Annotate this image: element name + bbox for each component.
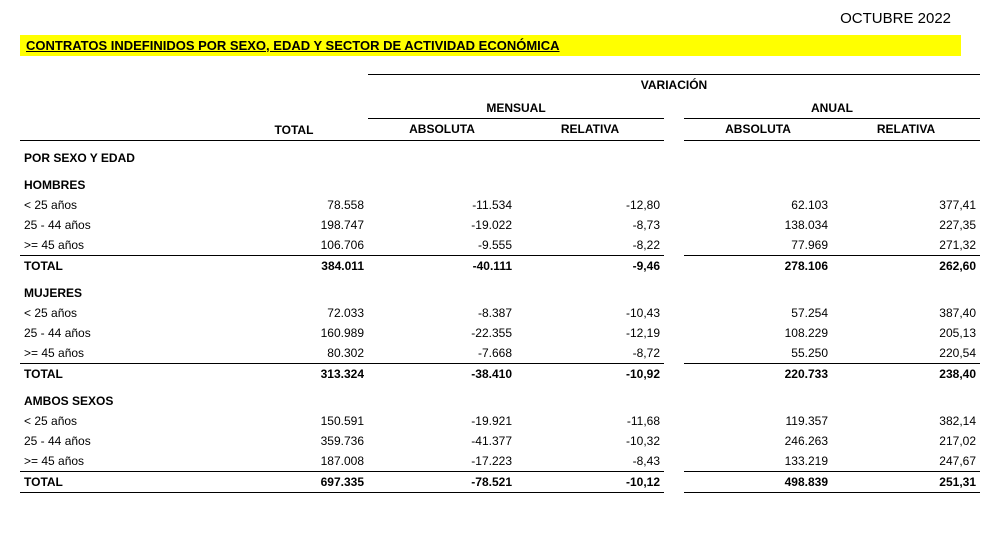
cell-total: 80.302 — [220, 343, 368, 364]
data-table: VARIACIÓN TOTAL MENSUAL ANUAL ABSOLUTA R… — [20, 74, 980, 493]
header-mensual-relativa: RELATIVA — [516, 119, 664, 141]
header-anual-absoluta: ABSOLUTA — [684, 119, 832, 141]
cell-total: 106.706 — [220, 235, 368, 256]
header-mensual: MENSUAL — [368, 95, 664, 119]
cell-total: 198.747 — [220, 215, 368, 235]
header-mensual-absoluta: ABSOLUTA — [368, 119, 516, 141]
cell-anual-absoluta: 62.103 — [684, 195, 832, 215]
cell-mensual-relativa: -8,22 — [516, 235, 664, 256]
cell-mensual-absoluta: -19.921 — [368, 411, 516, 431]
cell-anual-relativa: 247,67 — [832, 451, 980, 472]
cell-mensual-relativa: -8,72 — [516, 343, 664, 364]
cell-anual-absoluta: 108.229 — [684, 323, 832, 343]
subtotal-anual-absoluta: 278.106 — [684, 256, 832, 277]
cell-mensual-relativa: -10,43 — [516, 303, 664, 323]
row-label: 25 - 44 años — [20, 431, 220, 451]
grandtotal-anual-absoluta: 498.839 — [684, 472, 832, 493]
grandtotal-anual-relativa: 251,31 — [832, 472, 980, 493]
row-label: < 25 años — [20, 411, 220, 431]
subtotal-anual-relativa: 262,60 — [832, 256, 980, 277]
row-label: 25 - 44 años — [20, 215, 220, 235]
cell-anual-absoluta: 119.357 — [684, 411, 832, 431]
row-label: 25 - 44 años — [20, 323, 220, 343]
cell-mensual-absoluta: -19.022 — [368, 215, 516, 235]
cell-total: 72.033 — [220, 303, 368, 323]
subtotal-mensual-relativa: -10,92 — [516, 364, 664, 385]
cell-anual-absoluta: 77.969 — [684, 235, 832, 256]
cell-total: 78.558 — [220, 195, 368, 215]
cell-mensual-relativa: -12,19 — [516, 323, 664, 343]
grandtotal-total: 697.335 — [220, 472, 368, 493]
group-name: HOMBRES — [20, 168, 980, 195]
cell-anual-relativa: 387,40 — [832, 303, 980, 323]
cell-mensual-relativa: -11,68 — [516, 411, 664, 431]
cell-mensual-absoluta: -22.355 — [368, 323, 516, 343]
cell-mensual-relativa: -12,80 — [516, 195, 664, 215]
subtotal-anual-relativa: 238,40 — [832, 364, 980, 385]
cell-mensual-absoluta: -17.223 — [368, 451, 516, 472]
row-label: >= 45 años — [20, 451, 220, 472]
grandtotal-mensual-absoluta: -78.521 — [368, 472, 516, 493]
row-label: < 25 años — [20, 195, 220, 215]
cell-mensual-absoluta: -41.377 — [368, 431, 516, 451]
subtotal-total: 313.324 — [220, 364, 368, 385]
cell-anual-absoluta: 57.254 — [684, 303, 832, 323]
subtotal-label: TOTAL — [20, 364, 220, 385]
cell-mensual-relativa: -8,73 — [516, 215, 664, 235]
row-label: >= 45 años — [20, 343, 220, 364]
cell-anual-relativa: 227,35 — [832, 215, 980, 235]
section-title: POR SEXO Y EDAD — [20, 141, 980, 169]
row-label: >= 45 años — [20, 235, 220, 256]
cell-mensual-absoluta: -9.555 — [368, 235, 516, 256]
cell-total: 160.989 — [220, 323, 368, 343]
header-total: TOTAL — [220, 95, 368, 141]
subtotal-total: 384.011 — [220, 256, 368, 277]
subtotal-mensual-absoluta: -38.410 — [368, 364, 516, 385]
cell-anual-relativa: 217,02 — [832, 431, 980, 451]
cell-mensual-absoluta: -7.668 — [368, 343, 516, 364]
cell-total: 359.736 — [220, 431, 368, 451]
cell-total: 187.008 — [220, 451, 368, 472]
header-anual: ANUAL — [684, 95, 980, 119]
cell-anual-absoluta: 246.263 — [684, 431, 832, 451]
date-header: OCTUBRE 2022 — [20, 10, 961, 27]
grandtotal-label: TOTAL — [20, 472, 220, 493]
group-name: MUJERES — [20, 276, 980, 303]
cell-anual-absoluta: 55.250 — [684, 343, 832, 364]
cell-total: 150.591 — [220, 411, 368, 431]
cell-mensual-relativa: -8,43 — [516, 451, 664, 472]
cell-anual-absoluta: 133.219 — [684, 451, 832, 472]
header-anual-relativa: RELATIVA — [832, 119, 980, 141]
cell-anual-relativa: 377,41 — [832, 195, 980, 215]
cell-anual-absoluta: 138.034 — [684, 215, 832, 235]
grandtotal-mensual-relativa: -10,12 — [516, 472, 664, 493]
cell-mensual-absoluta: -11.534 — [368, 195, 516, 215]
cell-anual-relativa: 382,14 — [832, 411, 980, 431]
subtotal-mensual-absoluta: -40.111 — [368, 256, 516, 277]
cell-anual-relativa: 220,54 — [832, 343, 980, 364]
cell-mensual-relativa: -10,32 — [516, 431, 664, 451]
cell-anual-relativa: 271,32 — [832, 235, 980, 256]
page-title: CONTRATOS INDEFINIDOS POR SEXO, EDAD Y S… — [20, 35, 961, 56]
cell-anual-relativa: 205,13 — [832, 323, 980, 343]
row-label: < 25 años — [20, 303, 220, 323]
subtotal-anual-absoluta: 220.733 — [684, 364, 832, 385]
subtotal-label: TOTAL — [20, 256, 220, 277]
group-name: AMBOS SEXOS — [20, 384, 980, 411]
cell-mensual-absoluta: -8.387 — [368, 303, 516, 323]
header-variacion: VARIACIÓN — [368, 75, 980, 96]
subtotal-mensual-relativa: -9,46 — [516, 256, 664, 277]
